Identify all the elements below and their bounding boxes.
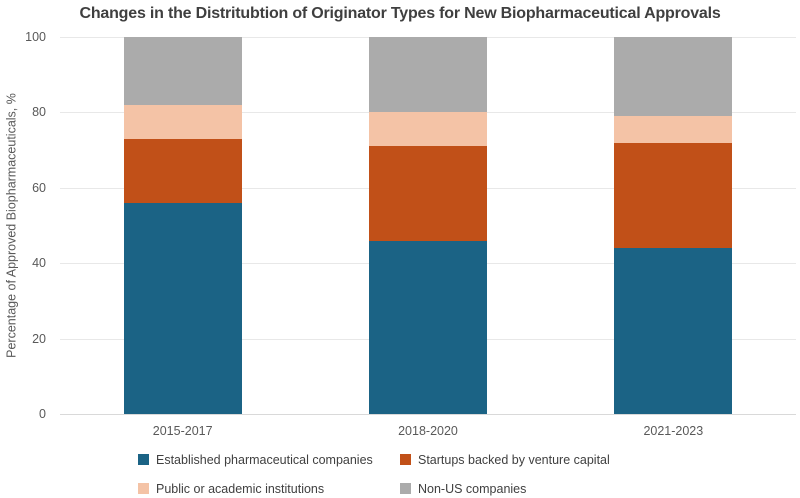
bar-segment (369, 240, 487, 414)
bar-segment (123, 37, 242, 105)
legend-color-swatch (138, 454, 149, 465)
bar-segment (123, 104, 242, 139)
x-category-label: 2021-2023 (643, 424, 704, 438)
legend-label: Non-US companies (418, 481, 527, 496)
x-category-label: 2018-2020 (398, 424, 458, 438)
bar-segment (369, 37, 487, 113)
legend-item: Non-US companies (400, 480, 610, 497)
bar-segment (614, 248, 733, 414)
legend-label: Startups backed by venture capital (418, 452, 610, 467)
y-tick-label: 60 (32, 180, 46, 195)
bar-segment (369, 112, 487, 147)
legend-color-swatch (138, 483, 149, 494)
legend-label: Established pharmaceutical companies (156, 452, 373, 467)
y-tick-label: 0 (39, 407, 46, 421)
legend-color-swatch (400, 483, 411, 494)
legend: Established pharmaceutical companies Star… (138, 451, 610, 497)
y-tick-label: 80 (32, 105, 46, 120)
y-axis-tick-labels: 0 20 40 60 80 100 (0, 30, 46, 421)
legend-item: Established pharmaceutical companies (138, 451, 400, 468)
bar-2015-2017 (123, 37, 242, 414)
x-category-label: 2015-2017 (152, 424, 213, 438)
bar-segment (614, 116, 733, 143)
chart-title: Changes in the Distritubtion of Originat… (79, 5, 721, 22)
bar-segment (614, 142, 733, 249)
legend-color-swatch (400, 454, 411, 465)
legend-label: Public or academic institutions (156, 481, 325, 496)
bar-2018-2020 (369, 37, 487, 414)
bar-segment (123, 202, 242, 414)
y-tick-label: 40 (32, 256, 46, 271)
bar-2021-2023 (614, 37, 733, 414)
bar-segment (614, 37, 733, 117)
plot-area (60, 37, 796, 415)
bar-segment (123, 138, 242, 203)
x-axis-category-labels: 2015-2017 2018-2020 2021-2023 (60, 423, 796, 439)
y-tick-label: 100 (25, 30, 46, 44)
y-tick-label: 20 (32, 331, 46, 346)
legend-item: Public or academic institutions (138, 480, 400, 497)
legend-item: Startups backed by venture capital (400, 451, 610, 468)
bar-segment (369, 146, 487, 241)
